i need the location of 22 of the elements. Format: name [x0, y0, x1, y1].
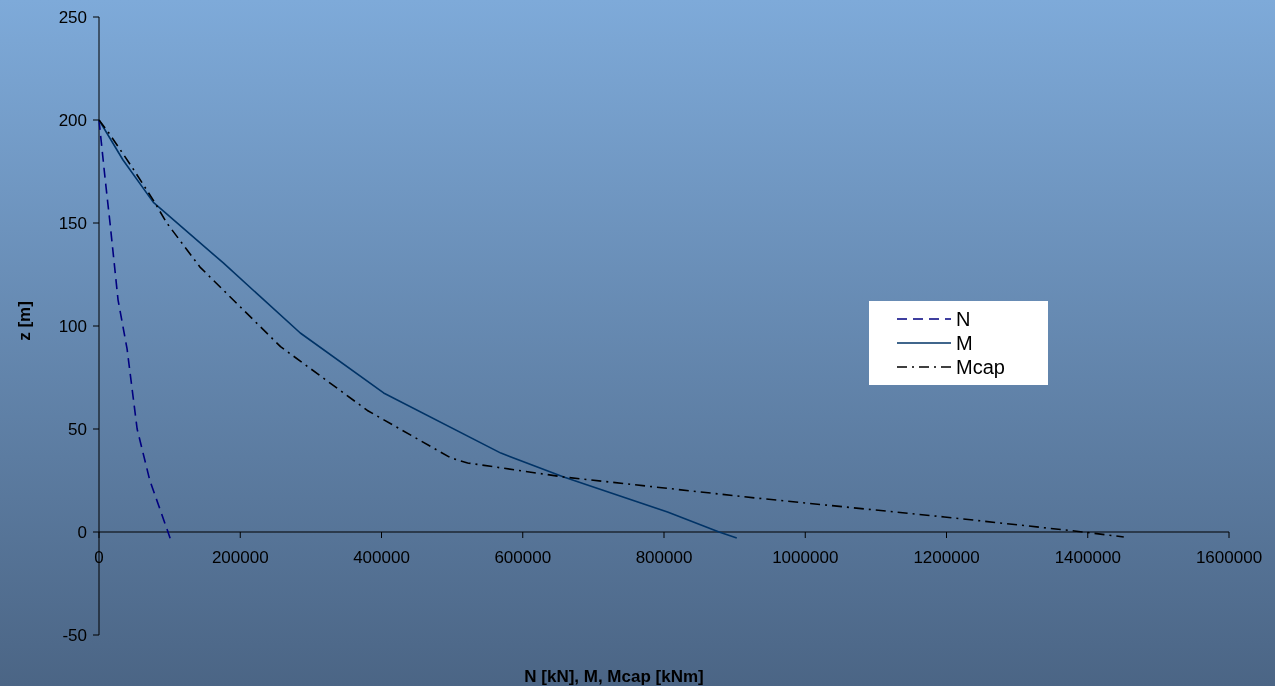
x-tick-label: 600000 — [494, 548, 552, 567]
y-tick-label: 150 — [58, 213, 87, 233]
legend-label: N — [956, 308, 971, 330]
x-tick-label: 1400000 — [1054, 548, 1121, 567]
x-tick-label: 1600000 — [1195, 548, 1263, 567]
y-tick-label: 0 — [77, 522, 87, 542]
line-series — [98, 119, 171, 539]
legend-label: Mcap — [956, 356, 1005, 378]
y-tick-label: 50 — [68, 419, 87, 439]
x-tick-label: 1200000 — [913, 548, 980, 567]
x-tick-label: 800000 — [635, 548, 693, 567]
y-tick-label: 200 — [58, 110, 87, 130]
x-tick-label: 1000000 — [772, 548, 839, 567]
x-tick-label: 200000 — [211, 548, 269, 567]
legend-label: M — [956, 332, 973, 354]
y-tick-label: 250 — [58, 7, 87, 27]
y-axis-title: z [m] — [15, 301, 34, 341]
y-tick-label: 100 — [58, 316, 87, 336]
x-tick-label: 0 — [94, 548, 104, 567]
y-tick-label: -50 — [62, 625, 87, 645]
x-axis-title: N [kN], M, Mcap [kNm] — [524, 667, 704, 686]
x-tick-label: 400000 — [353, 548, 410, 567]
